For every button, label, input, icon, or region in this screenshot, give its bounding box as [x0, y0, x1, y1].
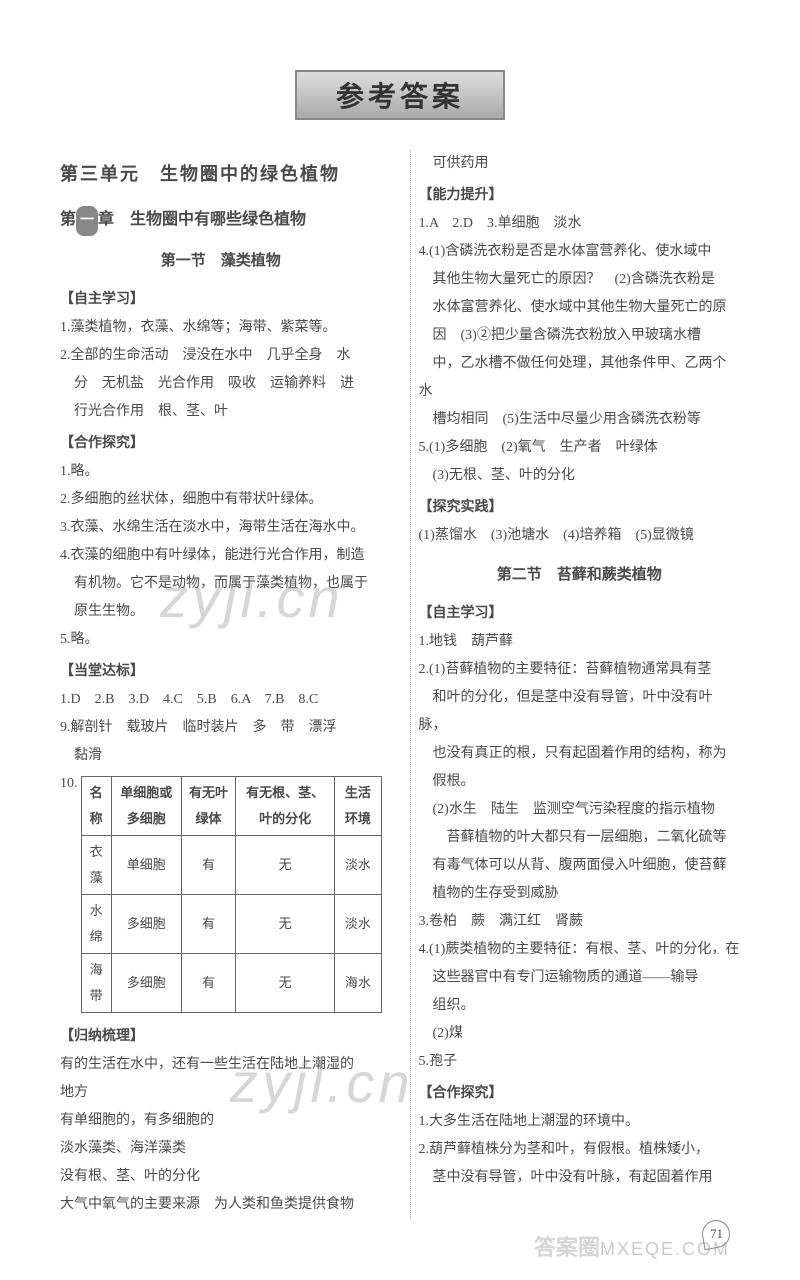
table-cell: 有	[181, 836, 235, 895]
text-line: 分 无机盐 光合作用 吸收 运输养料 进	[60, 370, 382, 398]
table-cell: 水绵	[81, 895, 111, 954]
text-line: 槽均相同 (5)生活中尽量少用含磷洗衣粉等	[419, 406, 741, 434]
text-line: 地方	[60, 1079, 382, 1107]
text-line: 假根。	[419, 768, 741, 796]
coop2-header: 【合作探究】	[419, 1080, 741, 1108]
table-row: 名称 单细胞或多细胞 有无叶绿体 有无根、茎、叶的分化 生活环境	[81, 777, 381, 836]
text-line: 4.(1)含磷洗衣粉是否是水体富营养化、使水域中	[419, 238, 741, 266]
text-line: 茎中没有导管，叶中没有叶脉，有起固着作用	[419, 1164, 741, 1192]
ability-header: 【能力提升】	[419, 182, 741, 210]
chapter-title: 第一章 生物圈中有哪些绿色植物	[60, 204, 382, 236]
text-line: 1.A 2.D 3.单细胞 淡水	[419, 210, 741, 238]
text-line: 行光合作用 根、茎、叶	[60, 398, 382, 426]
right-column: 可供药用 【能力提升】 1.A 2.D 3.单细胞 淡水 4.(1)含磷洗衣粉是…	[410, 150, 741, 1219]
text-line: 有单细胞的，有多细胞的	[60, 1107, 382, 1135]
text-line: 组织。	[419, 992, 741, 1020]
self-study-header: 【自主学习】	[60, 286, 382, 314]
text-line: 3.卷柏 蕨 满江红 肾蕨	[419, 908, 741, 936]
table-header: 名称	[81, 777, 111, 836]
text-line: (1)蒸馏水 (3)池塘水 (4)培养箱 (5)显微镜	[419, 522, 741, 550]
table-cell: 多细胞	[111, 895, 181, 954]
text-line: 2.(1)苔藓植物的主要特征：苔藓植物通常具有茎	[419, 656, 741, 684]
table-header: 单细胞或多细胞	[111, 777, 181, 836]
text-line: 苔藓植物的叶大都只有一层细胞，二氧化硫等	[419, 824, 741, 852]
table-cell: 无	[236, 836, 335, 895]
table-cell: 海带	[81, 954, 111, 1013]
text-line: 也没有真正的根，只有起固着作用的结构，称为	[419, 740, 741, 768]
page-title-box: 参考答案	[295, 70, 505, 120]
text-line: 5.孢子	[419, 1048, 741, 1076]
text-line: 植物的生存受到威胁	[419, 880, 741, 908]
text-line: (2)煤	[419, 1020, 741, 1048]
table-cell: 淡水	[335, 836, 381, 895]
text-line: 黏滑	[60, 742, 382, 770]
table-header: 有无根、茎、叶的分化	[236, 777, 335, 836]
text-line: 有毒气体可以从背、腹两面侵入叶细胞，使苔藓	[419, 852, 741, 880]
text-line: 这些器官中有专门运输物质的通道——输导	[419, 964, 741, 992]
table-cell: 多细胞	[111, 954, 181, 1013]
text-line: 原生生物。	[60, 598, 382, 626]
section2-title: 第二节 苔藓和蕨类植物	[419, 560, 741, 590]
table-cell: 衣藻	[81, 836, 111, 895]
text-line: 中，乙水槽不做任何处理，其他条件甲、乙两个水	[419, 350, 741, 406]
answer-table: 名称 单细胞或多细胞 有无叶绿体 有无根、茎、叶的分化 生活环境 衣藻 单细胞 …	[81, 776, 382, 1013]
class-header: 【当堂达标】	[60, 658, 382, 686]
table-row: 水绵 多细胞 有 无 淡水	[81, 895, 381, 954]
text-line: 1.略。	[60, 458, 382, 486]
page-title: 参考答案	[336, 75, 464, 115]
text-line: 没有根、茎、叶的分化	[60, 1163, 382, 1191]
text-line: 2.全部的生命活动 浸没在水中 几乎全身 水	[60, 342, 382, 370]
text-line: 和叶的分化，但是茎中没有导管，叶中没有叶脉，	[419, 684, 741, 740]
self-study2-header: 【自主学习】	[419, 600, 741, 628]
q10-row: 10. 名称 单细胞或多细胞 有无叶绿体 有无根、茎、叶的分化 生活环境 衣藻 …	[60, 770, 382, 1019]
table-row: 海带 多细胞 有 无 海水	[81, 954, 381, 1013]
practice-header: 【探究实践】	[419, 494, 741, 522]
table-cell: 有	[181, 954, 235, 1013]
text-line: 1.地钱 葫芦藓	[419, 628, 741, 656]
text-line: 2.多细胞的丝状体，细胞中有带状叶绿体。	[60, 486, 382, 514]
text-line: 1.大多生活在陆地上潮湿的环境中。	[419, 1108, 741, 1136]
text-line: 5.略。	[60, 626, 382, 654]
text-line: 可供药用	[419, 150, 741, 178]
table-row: 衣藻 单细胞 有 无 淡水	[81, 836, 381, 895]
left-column: 第三单元 生物圈中的绿色植物 第一章 生物圈中有哪些绿色植物 第一节 藻类植物 …	[60, 150, 390, 1219]
footer-logo: 答案圈	[534, 1230, 600, 1262]
text-line: 1.D 2.B 3.D 4.C 5.B 6.A 7.B 8.C	[60, 686, 382, 714]
summary-header: 【归纳梳理】	[60, 1023, 382, 1051]
text-line: 有的生活在水中，还有一些生活在陆地上潮湿的	[60, 1051, 382, 1079]
text-line: 3.衣藻、水绵生活在淡水中，海带生活在海水中。	[60, 514, 382, 542]
text-line: 4.衣藻的细胞中有叶绿体，能进行光合作用，制造	[60, 542, 382, 570]
chapter-prefix: 第	[60, 211, 76, 228]
table-cell: 有	[181, 895, 235, 954]
text-line: 淡水藻类、海洋藻类	[60, 1135, 382, 1163]
text-line: 4.(1)蕨类植物的主要特征：有根、茎、叶的分化，在	[419, 936, 741, 964]
footer-watermark: MXEQE.COM	[600, 1239, 730, 1260]
text-line: 1.藻类植物，衣藻、水绵等；海带、紫菜等。	[60, 314, 382, 342]
table-cell: 单细胞	[111, 836, 181, 895]
table-header: 有无叶绿体	[181, 777, 235, 836]
q10-label: 10.	[60, 770, 81, 798]
text-line: 2.葫芦藓植株分为茎和叶，有假根。植株矮小，	[419, 1136, 741, 1164]
chapter-suffix: 章 生物圈中有哪些绿色植物	[98, 211, 306, 228]
text-line: 9.解剖针 载玻片 临时装片 多 带 漂浮	[60, 714, 382, 742]
text-line: 水体富营养化、使水域中其他生物大量死亡的原	[419, 294, 741, 322]
text-line: 大气中氧气的主要来源 为人类和鱼类提供食物	[60, 1191, 382, 1219]
table-cell: 海水	[335, 954, 381, 1013]
table-cell: 无	[236, 895, 335, 954]
two-column-layout: 第三单元 生物圈中的绿色植物 第一章 生物圈中有哪些绿色植物 第一节 藻类植物 …	[60, 150, 740, 1219]
text-line: (3)无根、茎、叶的分化	[419, 462, 741, 490]
text-line: 其他生物大量死亡的原因？ (2)含磷洗衣粉是	[419, 266, 741, 294]
text-line: 因 (3)②把少量含磷洗衣粉放入甲玻璃水槽	[419, 322, 741, 350]
table-header: 生活环境	[335, 777, 381, 836]
text-line: (2)水生 陆生 监测空气污染程度的指示植物	[419, 796, 741, 824]
text-line: 5.(1)多细胞 (2)氧气 生产者 叶绿体	[419, 434, 741, 462]
text-line: 有机物。它不是动物，而属于藻类植物，也属于	[60, 570, 382, 598]
coop-header: 【合作探究】	[60, 430, 382, 458]
chapter-badge: 一	[76, 206, 98, 236]
table-cell: 淡水	[335, 895, 381, 954]
table-cell: 无	[236, 954, 335, 1013]
document-page: 参考答案 第三单元 生物圈中的绿色植物 第一章 生物圈中有哪些绿色植物 第一节 …	[0, 0, 800, 1280]
section-title: 第一节 藻类植物	[60, 246, 382, 276]
unit-title: 第三单元 生物圈中的绿色植物	[60, 156, 382, 192]
